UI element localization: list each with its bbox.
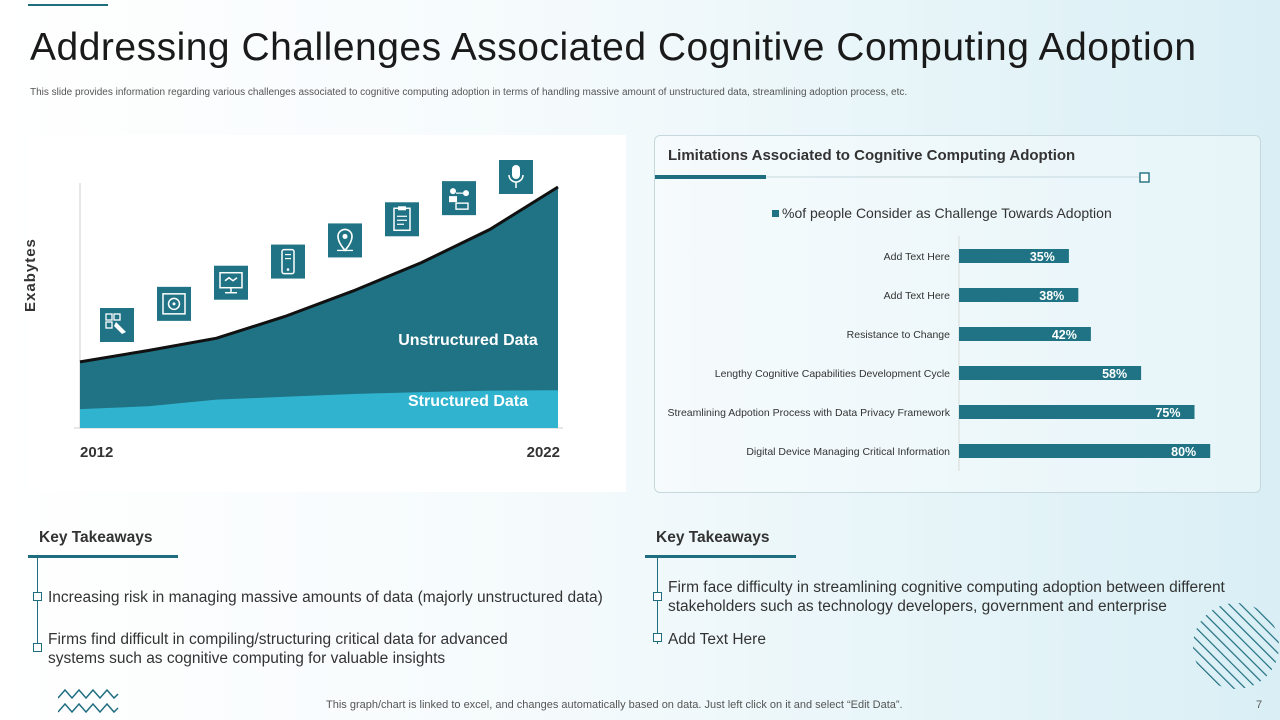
legend-label: %of people Consider as Challenge Towards…	[782, 205, 1112, 221]
area-unstructured-data	[80, 187, 558, 428]
value-label: 80%	[1171, 445, 1196, 459]
value-label: 38%	[1039, 289, 1064, 303]
area-structured-data	[80, 390, 558, 428]
key-takeaways-right-underline	[645, 555, 796, 558]
value-label: 75%	[1155, 406, 1180, 420]
page-number: 7	[1256, 699, 1263, 711]
bullet-marker	[33, 643, 42, 652]
timeline-line-right	[657, 558, 658, 644]
key-takeaways-left-underline	[28, 555, 178, 558]
unstructured-trend-line	[79, 185, 559, 364]
bar-chart-title: Limitations Associated to Cognitive Comp…	[668, 147, 1076, 164]
legend-swatch	[772, 210, 779, 217]
bullet-marker	[33, 592, 42, 601]
zigzag-decoration	[58, 688, 119, 714]
x-tick-label-end: 2022	[527, 444, 560, 461]
takeaway-left-1: Increasing risk in managing massive amou…	[48, 589, 603, 606]
category-label: Add Text Here	[884, 290, 951, 302]
monitor-handshake-icon	[214, 265, 248, 300]
bullet-marker	[653, 633, 662, 642]
category-label: Digital Device Managing Critical Informa…	[746, 446, 950, 458]
key-takeaways-right-heading: Key Takeaways	[656, 529, 770, 546]
bullet-marker	[653, 592, 662, 601]
category-label: Streamlining Adpotion Process with Data …	[668, 407, 951, 419]
timeline-line-left	[37, 558, 38, 652]
series-label-unstructured: Unstructured Data	[398, 332, 538, 349]
film-reel-icon	[157, 286, 191, 321]
puzzle-icon	[100, 308, 134, 342]
category-label: Lengthy Cognitive Capabilities Developme…	[715, 368, 950, 380]
x-tick-label-start: 2012	[80, 444, 113, 461]
mobile-phone-icon	[271, 244, 305, 279]
area-chart-panel[interactable]: Unstructured Data Structured Data 2012 2022	[28, 135, 626, 492]
bar	[959, 366, 1142, 380]
bar-chart: %of people Consider as Challenge Towards…	[655, 172, 1211, 471]
network-users-icon	[442, 181, 476, 216]
value-label: 35%	[1030, 250, 1055, 264]
bar	[959, 405, 1195, 419]
bar-chart-card[interactable]: Limitations Associated to Cognitive Comp…	[654, 135, 1261, 493]
title-underline-marker	[1139, 172, 1150, 183]
takeaway-right-1: Firm face difficulty in streamlining cog…	[668, 579, 1225, 615]
bar	[959, 444, 1211, 458]
key-takeaways-left-heading: Key Takeaways	[39, 529, 153, 546]
bar	[959, 249, 1069, 263]
series-label-structured: Structured Data	[408, 393, 528, 410]
takeaway-right-2: Add Text Here	[668, 631, 766, 648]
footer-note: This graph/chart is linked to excel, and…	[326, 699, 903, 711]
clipboard-icon	[385, 202, 419, 237]
page-subtitle: This slide provides information regardin…	[30, 87, 908, 98]
bar	[959, 288, 1079, 302]
area-chart: Unstructured Data Structured Data 2012 2022	[74, 160, 563, 461]
microphone-icon	[499, 160, 533, 194]
value-label: 42%	[1052, 328, 1077, 342]
value-label: 58%	[1102, 367, 1127, 381]
y-axis-label: Exabytes	[22, 238, 39, 312]
striped-circle-decoration	[1193, 603, 1279, 689]
title-underline-accent	[655, 175, 766, 179]
bar	[959, 327, 1091, 341]
takeaway-left-2: Firms find difficult in compiling/struct…	[48, 631, 508, 667]
top-accent-line	[28, 0, 108, 6]
location-pin-icon	[328, 223, 362, 258]
category-label: Resistance to Change	[847, 329, 950, 341]
page-title: Addressing Challenges Associated Cogniti…	[30, 26, 1197, 69]
category-label: Add Text Here	[884, 251, 951, 263]
